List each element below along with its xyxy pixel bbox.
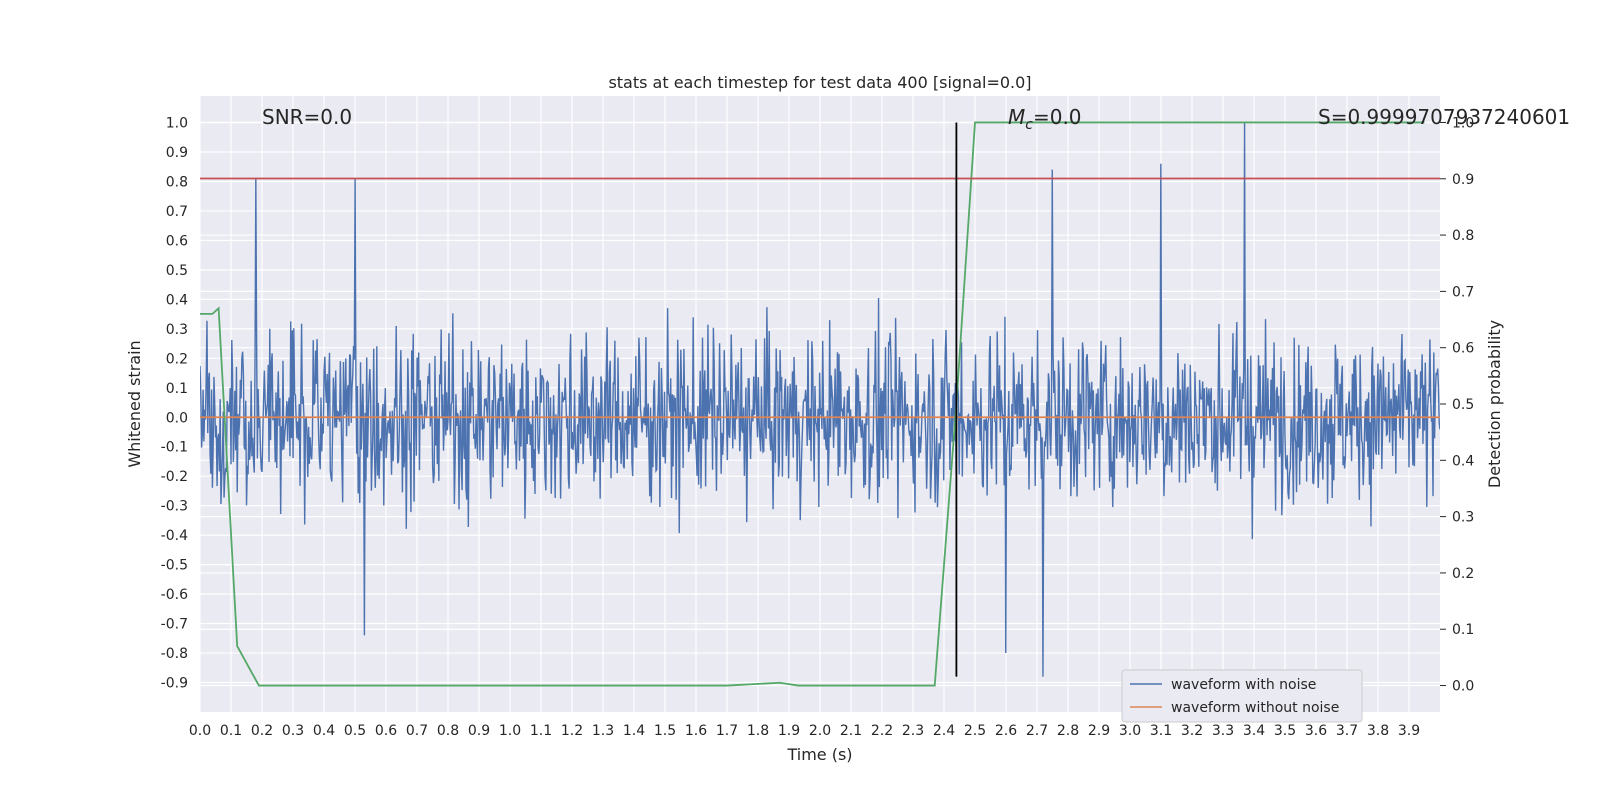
- x-tick-label: 3.3: [1212, 723, 1234, 739]
- y-tick-label: 0.1: [166, 381, 188, 397]
- y-axis-label: Whitened strain: [125, 340, 144, 467]
- x-tick-label: 0.2: [251, 723, 273, 739]
- y2-tick-label: 0.4: [1452, 453, 1474, 469]
- chirp-mass-value: =0.0: [1033, 105, 1082, 129]
- x-tick-label: 2.1: [840, 723, 862, 739]
- x-tick-label: 1.1: [530, 723, 552, 739]
- x-tick-label: 0.0: [189, 723, 211, 739]
- y2-tick-label: 0.1: [1452, 622, 1474, 638]
- x-tick-label: 2.2: [871, 723, 893, 739]
- y2-tick-label: 0.5: [1452, 397, 1474, 413]
- legend-box: [1121, 669, 1363, 723]
- y2-tick-label: 1.0: [1452, 115, 1474, 131]
- y-tick-label: 0.4: [166, 292, 188, 308]
- chirp-mass-subscript: c: [1025, 117, 1033, 133]
- y-tick-label: 1.0: [166, 116, 188, 132]
- y-tick-label: 0.5: [166, 263, 188, 279]
- x-tick-label: 0.9: [468, 723, 490, 739]
- x-tick-label: 1.2: [561, 723, 583, 739]
- x-tick-label: 0.3: [282, 723, 304, 739]
- x-axis-label: Time (s): [786, 745, 852, 764]
- x-tick-label: 3.1: [1150, 723, 1172, 739]
- x-tick-label: 3.9: [1398, 723, 1420, 739]
- y2-tick-label: 0.7: [1452, 284, 1474, 300]
- y-tick-label: 0.8: [166, 174, 188, 190]
- y-tick-label: -0.8: [161, 646, 188, 662]
- series-layer: [200, 121, 1440, 687]
- y-tick-label: -0.6: [161, 587, 188, 603]
- y2-tick-labels: 1.0 0.9 0.8 0.7 0.6 0.5 0.4 0.3 0.2 0.1 0.0: [1440, 115, 1474, 695]
- y-tick-label: 0.6: [166, 233, 188, 249]
- x-tick-label: 0.5: [344, 723, 366, 739]
- y-tick-label: -0.5: [161, 558, 188, 574]
- chirp-mass-annotation: Mc=0.0: [1008, 105, 1082, 133]
- x-tick-label: 2.4: [933, 723, 955, 739]
- x-tick-label: 3.2: [1181, 723, 1203, 739]
- x-tick-label: 1.7: [716, 723, 738, 739]
- y-tick-label: -0.2: [161, 469, 188, 485]
- y-tick-labels: 1.0 0.9 0.8 0.7 0.6 0.5 0.4 0.3 0.2 0.1 0.0 -0.1 -0.…: [161, 116, 188, 692]
- x-tick-label: 2.5: [964, 723, 986, 739]
- x-tick-label: 1.5: [654, 723, 676, 739]
- score-annotation: S=0.9999707937240601: [1318, 105, 1570, 129]
- x-tick-label: 0.1: [220, 723, 242, 739]
- y-tick-label: 0.9: [166, 145, 188, 161]
- y2-tick-label: 0.0: [1452, 679, 1474, 695]
- x-tick-label: 0.7: [406, 723, 428, 739]
- chirp-mass-symbol: M: [1008, 105, 1025, 129]
- x-tick-label: 0.4: [313, 723, 335, 739]
- y-tick-label: 0.2: [166, 351, 188, 367]
- y-tick-label: -0.7: [161, 617, 188, 633]
- x-tick-label: 3.5: [1274, 723, 1296, 739]
- x-tick-label: 3.8: [1367, 723, 1389, 739]
- x-tick-label: 2.9: [1088, 723, 1110, 739]
- legend-label-clean: waveform without noise: [1171, 700, 1339, 716]
- y-tick-label: -0.1: [161, 440, 188, 456]
- y2-tick-label: 0.9: [1452, 172, 1474, 188]
- x-tick-label: 2.7: [1026, 723, 1048, 739]
- x-tick-label: 3.4: [1243, 723, 1265, 739]
- x-tick-label: 2.0: [809, 723, 831, 739]
- y2-tick-label: 0.3: [1452, 510, 1474, 526]
- x-tick-label: 1.8: [747, 723, 769, 739]
- x-tick-label: 2.8: [1057, 723, 1079, 739]
- y2-tick-label: 0.2: [1452, 566, 1474, 582]
- series-waveform-with-noise: [200, 122, 1440, 677]
- y-tick-label: -0.3: [161, 499, 188, 515]
- legend-label-noise: waveform with noise: [1171, 677, 1316, 693]
- x-tick-label: 1.4: [623, 723, 645, 739]
- y-tick-label: 0.3: [166, 322, 188, 338]
- y-tick-label: 0.7: [166, 204, 188, 220]
- y2-tick-label: 0.6: [1452, 341, 1474, 357]
- y2-axis-label: Detection probability: [1485, 320, 1504, 488]
- x-tick-label: 0.6: [375, 723, 397, 739]
- y-tick-label: 0.0: [166, 410, 188, 426]
- x-tick-label: 1.9: [778, 723, 800, 739]
- x-tick-label: 1.6: [685, 723, 707, 739]
- x-tick-label: 0.8: [437, 723, 459, 739]
- snr-annotation: SNR=0.0: [262, 105, 352, 129]
- x-tick-label: 3.6: [1305, 723, 1327, 739]
- x-tick-label: 3.0: [1119, 723, 1141, 739]
- x-tick-label: 2.3: [902, 723, 924, 739]
- x-tick-label: 1.3: [592, 723, 614, 739]
- legend: waveform with noise waveform without noi…: [1121, 669, 1363, 723]
- x-tick-label: 3.7: [1336, 723, 1358, 739]
- y-tick-label: -0.4: [161, 528, 188, 544]
- chart-title: stats at each timestep for test data 400…: [608, 73, 1031, 92]
- y2-tick-label: 0.8: [1452, 228, 1474, 244]
- x-tick-label: 1.0: [499, 723, 521, 739]
- y-tick-label: -0.9: [161, 676, 188, 692]
- x-tick-label: 2.6: [995, 723, 1017, 739]
- x-tick-labels: 0.0 0.1 0.2 0.3 0.4 0.5 0.6 0.7 0.8 0.9 1.0 1.1 1.2 1…: [189, 723, 1420, 739]
